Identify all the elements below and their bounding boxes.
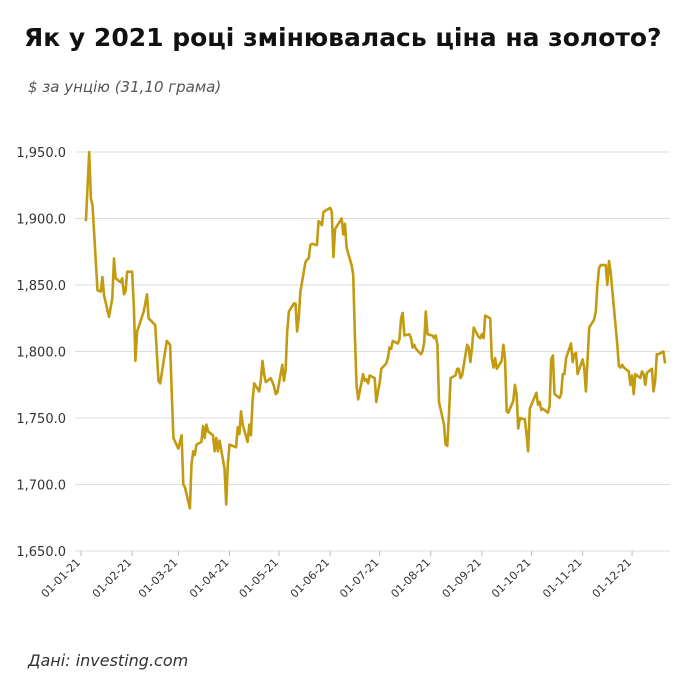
chart-title: Як у 2021 році змінювалась ціна на золот… <box>24 23 662 52</box>
x-tick-label: 01-11-21 <box>540 556 585 601</box>
x-tick-label: 01-03-21 <box>136 556 181 601</box>
x-tick-label: 01-02-21 <box>90 556 135 601</box>
x-tick-label: 01-06-21 <box>288 556 333 601</box>
y-tick-label: 1,950.0 <box>16 146 66 161</box>
y-tick-label: 1,650.0 <box>16 545 66 560</box>
x-tick-label: 01-10-21 <box>489 556 534 601</box>
x-tick-label: 01-08-21 <box>388 556 433 601</box>
y-tick-label: 1,800.0 <box>16 346 66 361</box>
y-tick-label: 1,750.0 <box>16 412 66 427</box>
x-tick-label: 01-05-21 <box>237 556 282 601</box>
chart-subtitle: $ за унцію (31,10 грама) <box>28 78 221 96</box>
y-tick-label: 1,900.0 <box>16 213 66 228</box>
y-tick-label: 1,700.0 <box>16 479 66 494</box>
x-tick-label: 01-07-21 <box>337 556 382 601</box>
price-line <box>84 150 667 510</box>
x-tick-label: 01-04-21 <box>187 556 232 601</box>
y-tick-label: 1,850.0 <box>16 279 66 294</box>
x-tick-label: 01-09-21 <box>440 556 485 601</box>
x-tick-label: 01-01-21 <box>39 556 84 601</box>
x-tick-label: 01-12-21 <box>590 556 635 601</box>
source-note: Дані: investing.com <box>27 651 188 670</box>
